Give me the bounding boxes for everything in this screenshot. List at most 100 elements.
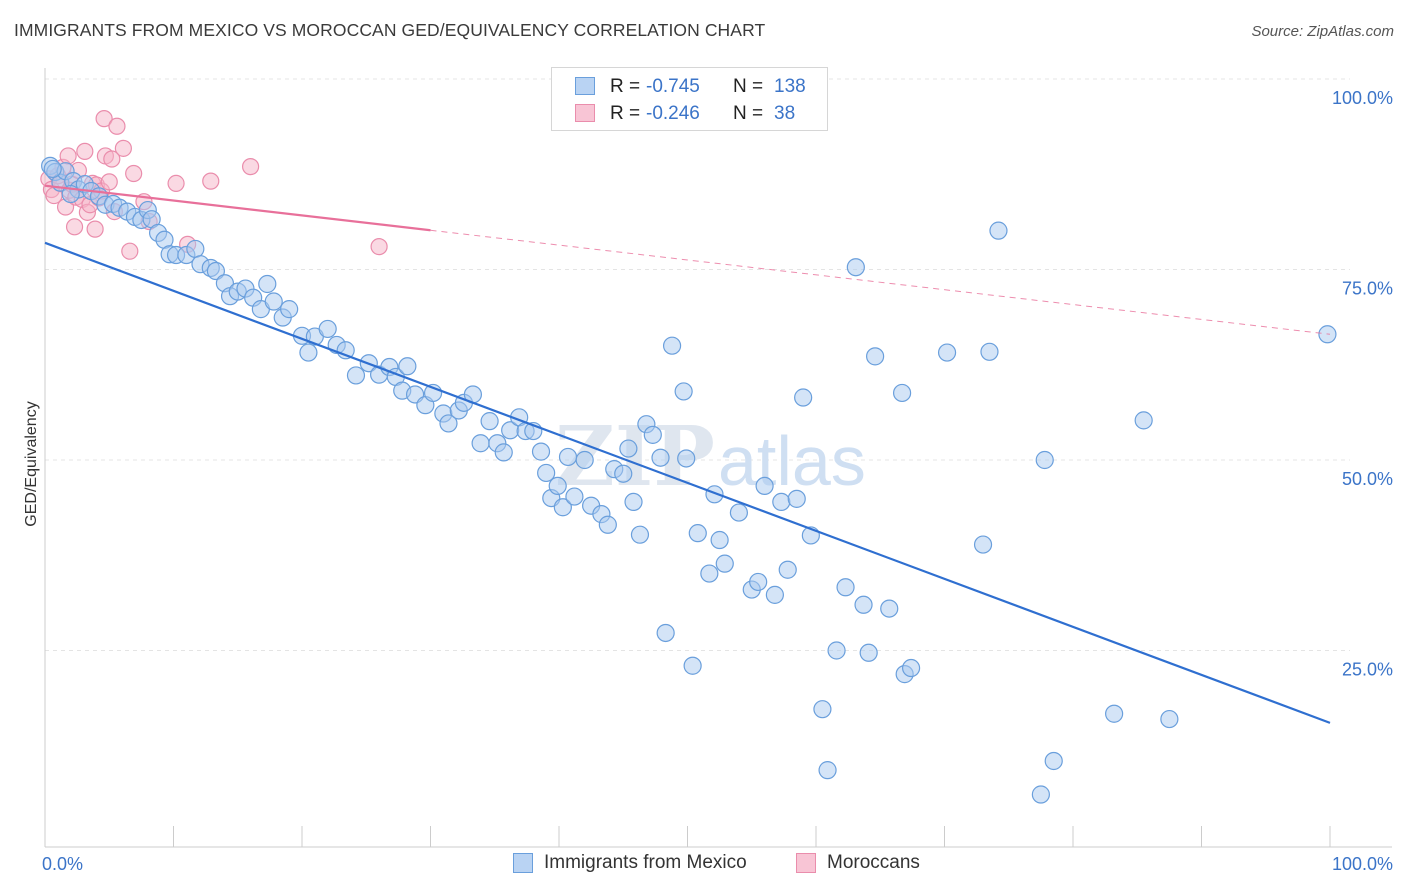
- mexico-point: [836, 578, 855, 597]
- mexico-point: [778, 560, 797, 579]
- trend-lines: [44, 184, 1331, 724]
- legend-n-label: N =: [733, 103, 764, 124]
- mexico-point: [398, 357, 417, 376]
- mexico-point: [973, 535, 993, 554]
- mexico-point: [1160, 709, 1179, 729]
- mexico-point: [258, 274, 277, 294]
- mexico-point: [980, 342, 999, 361]
- axes: [44, 68, 1392, 848]
- mexico-point: [787, 489, 806, 508]
- legend-swatch-pink: [575, 104, 595, 122]
- mexico-point: [818, 761, 837, 780]
- x-tick-label: 100.0%: [1332, 854, 1393, 874]
- mexico-point: [892, 383, 912, 403]
- mexico-point: [264, 292, 283, 311]
- mexico-point: [755, 476, 774, 496]
- mexico-point: [624, 492, 643, 512]
- mexico-point: [813, 700, 832, 719]
- bottom-legend: Immigrants from Mexico Moroccans: [0, 852, 1406, 878]
- moroccans-point: [125, 164, 143, 183]
- mexico-point: [846, 258, 865, 277]
- grid-lines: [45, 78, 1350, 651]
- moroccans-point: [242, 158, 260, 176]
- mexico-point: [854, 595, 873, 614]
- y-tick-label: 50.0%: [1342, 469, 1393, 489]
- moroccans-point: [103, 150, 121, 168]
- moroccans-point: [108, 117, 126, 135]
- mexico-point: [880, 599, 899, 618]
- bottom-swatch-blue: [513, 853, 533, 873]
- bottom-legend-label: Immigrants from Mexico: [544, 852, 747, 873]
- moroccans-point: [76, 142, 94, 160]
- moroccans-point: [100, 173, 118, 191]
- mexico-point: [575, 450, 594, 470]
- moroccans-point: [65, 218, 84, 236]
- mexico-point: [715, 554, 734, 573]
- mexico-point: [553, 498, 572, 517]
- mexico-point: [674, 382, 693, 401]
- mexico-point: [471, 434, 490, 453]
- mexico-point: [186, 239, 205, 259]
- mexico-point: [866, 347, 885, 366]
- y-tick-label: 75.0%: [1342, 279, 1393, 299]
- legend-n-value: 38: [774, 103, 796, 124]
- mexico-point: [705, 485, 724, 504]
- mexico-point: [1031, 785, 1050, 804]
- mexico-point: [619, 439, 638, 458]
- mexico-point: [531, 442, 551, 461]
- mexico-point: [683, 656, 702, 675]
- mexico-point: [827, 641, 846, 660]
- legend-r-label: R =: [610, 103, 641, 124]
- mexico-point: [901, 658, 921, 678]
- moroccans-trend-extension: [430, 229, 1331, 335]
- mexico-point: [710, 530, 729, 550]
- mexico-point: [537, 463, 556, 483]
- mexico-point: [656, 623, 675, 643]
- mexico-point: [794, 388, 813, 407]
- mexico-point: [1105, 704, 1124, 723]
- moroccans-point: [86, 220, 104, 238]
- legend-box: R = -0.745 N = 138 R = -0.246 N = 38: [551, 67, 828, 131]
- mexico-point: [1035, 450, 1054, 470]
- y-tick-label: 100.0%: [1332, 88, 1393, 108]
- moroccans-point: [202, 172, 220, 190]
- tick-labels: 25.0% 50.0% 75.0% 100.0% 0.0% 100.0%: [42, 88, 1393, 874]
- watermark-atlas: atlas: [718, 422, 866, 500]
- mexico-point: [318, 319, 337, 339]
- mexico-point: [494, 443, 513, 462]
- mexico-point: [859, 643, 878, 662]
- mexico-point: [688, 524, 707, 543]
- bottom-swatch-pink: [796, 853, 816, 873]
- legend-r-value: -0.246: [646, 103, 700, 124]
- mexico-point: [480, 412, 499, 431]
- mexico-point: [346, 366, 366, 385]
- legend-swatch-blue: [575, 77, 595, 95]
- mexico-point: [729, 503, 749, 522]
- mexico-point: [700, 564, 719, 583]
- mexico-point: [989, 221, 1008, 240]
- mexico-point: [614, 464, 633, 483]
- mexico-point: [565, 487, 584, 506]
- moroccans-point: [114, 139, 132, 157]
- mexico-point: [299, 343, 318, 362]
- y-tick-label: 25.0%: [1342, 660, 1393, 680]
- legend-n-value: 138: [774, 76, 806, 97]
- moroccans-point: [95, 110, 113, 128]
- chart-source: Source: ZipAtlas.com: [1251, 23, 1394, 40]
- x-tick-label: 0.0%: [42, 854, 83, 874]
- mexico-point: [749, 572, 768, 592]
- moroccans-point: [167, 174, 185, 192]
- moroccans-point: [121, 242, 139, 260]
- y-axis-title: GED/Equivalency: [23, 401, 40, 526]
- mexico-point: [1044, 751, 1063, 771]
- legend-row-mexico: R = -0.745 N = 138: [552, 74, 827, 100]
- mexico-point: [937, 343, 957, 362]
- legend-r-label: R =: [610, 76, 641, 97]
- mexico-point: [677, 449, 696, 468]
- mexico-point: [662, 336, 682, 355]
- legend-n-label: N =: [733, 76, 764, 97]
- mexico-trend-line: [44, 241, 1331, 724]
- mexico-point: [772, 492, 791, 512]
- mexico-point: [43, 159, 62, 179]
